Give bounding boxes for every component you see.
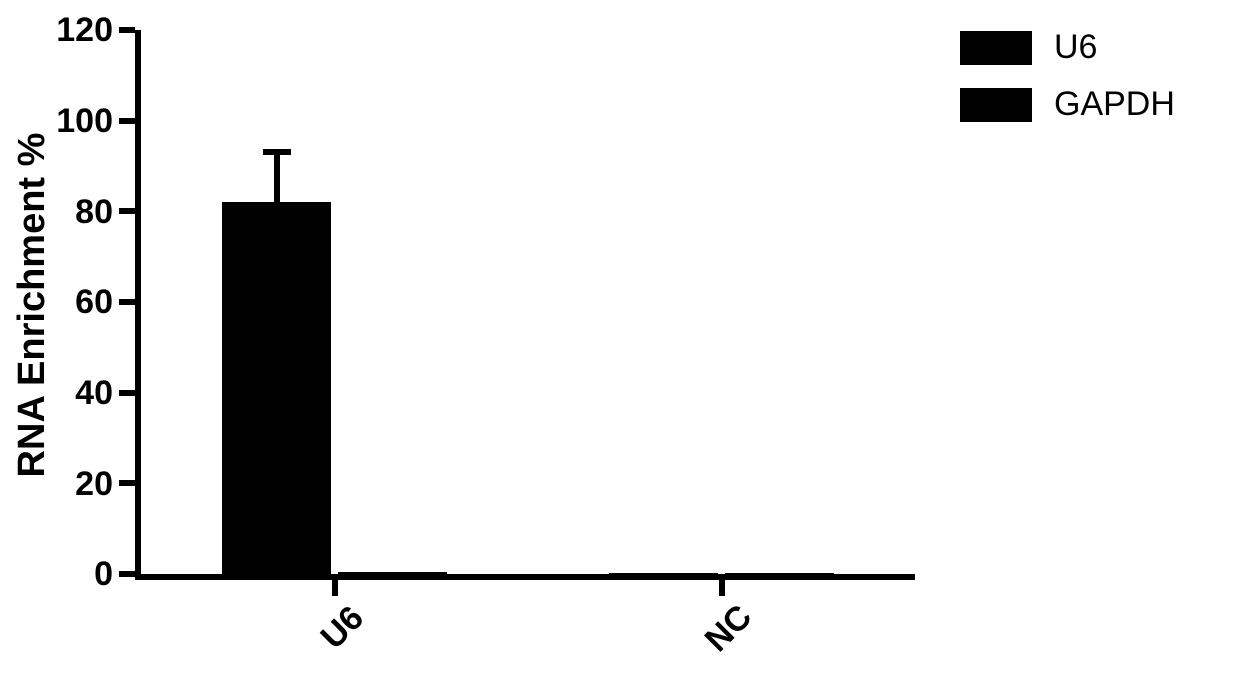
error-cap [263, 149, 291, 155]
y-axis-line [135, 30, 141, 580]
legend-label: U6 [1054, 28, 1097, 67]
x-tick [332, 580, 338, 596]
bar [338, 572, 447, 574]
x-tick-label: NC [697, 598, 759, 660]
legend-item: GAPDH [960, 85, 1175, 124]
y-tick [119, 480, 135, 486]
bar [609, 573, 718, 574]
plot-area: 020406080100120U6NC [135, 30, 915, 580]
y-tick [119, 390, 135, 396]
y-tick [119, 27, 135, 33]
chart-container: 020406080100120U6NC U6 GAPDH RNA Enrichme… [0, 0, 1240, 696]
x-axis-line [135, 574, 915, 580]
legend-label: GAPDH [1054, 85, 1175, 124]
y-tick [119, 118, 135, 124]
legend-swatch [960, 31, 1032, 65]
y-tick [119, 299, 135, 305]
bar [222, 202, 331, 574]
x-tick-label: U6 [313, 599, 371, 657]
legend-swatch [960, 88, 1032, 122]
y-tick [119, 208, 135, 214]
legend-item: U6 [960, 28, 1175, 67]
x-tick [719, 580, 725, 596]
y-tick [119, 571, 135, 577]
legend: U6 GAPDH [960, 28, 1175, 142]
bar [725, 573, 834, 574]
error-bar [274, 152, 280, 202]
y-axis-title: RNA Enrichment % [11, 30, 54, 580]
